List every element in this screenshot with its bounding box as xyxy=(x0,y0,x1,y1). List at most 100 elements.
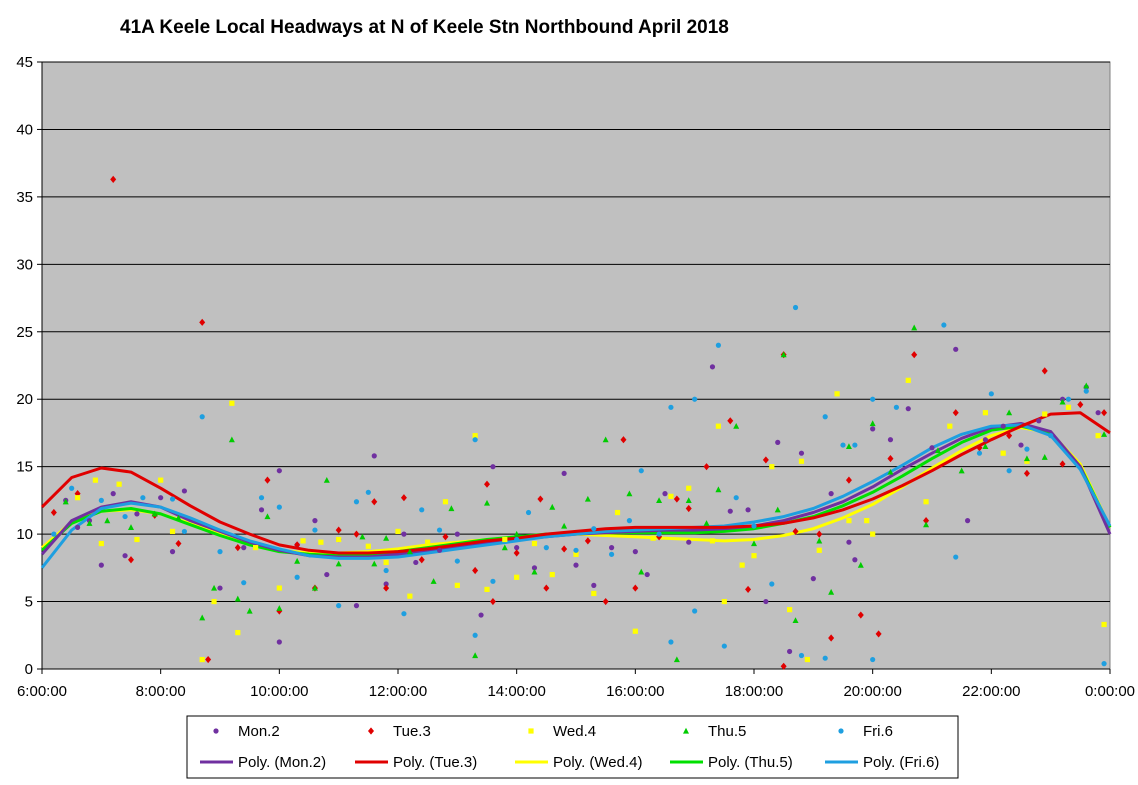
data-point-Fri.6 xyxy=(893,404,900,410)
legend-box xyxy=(186,715,959,779)
data-point-Mon.2 xyxy=(745,507,751,513)
data-point-Wed.4 xyxy=(668,493,674,499)
data-point-Tue.3 xyxy=(110,175,117,183)
data-point-Wed.4 xyxy=(425,539,431,545)
data-point-Wed.4 xyxy=(549,571,555,578)
data-point-Tue.3 xyxy=(234,544,241,552)
data-point-Fri.6 xyxy=(276,504,282,510)
data-point-Tue.3 xyxy=(205,655,212,664)
data-point-Tue.3 xyxy=(276,607,283,615)
data-point-Thu.5 xyxy=(228,436,235,443)
data-point-Mon.2 xyxy=(75,524,81,530)
data-point-Fri.6 xyxy=(98,497,104,503)
trendline-2 xyxy=(40,411,1111,555)
data-point-Tue.3 xyxy=(620,436,627,444)
data-point-Mon.2 xyxy=(905,406,911,412)
data-point-Mon.2 xyxy=(258,507,265,513)
data-point-Tue.3 xyxy=(816,530,823,538)
data-point-Thu.5 xyxy=(276,605,283,611)
data-point-Thu.5 xyxy=(335,560,342,567)
data-point-Fri.6 xyxy=(199,414,205,420)
data-point-Tue.3 xyxy=(911,351,918,359)
data-point-Wed.4 xyxy=(905,377,911,383)
data-point-Mon.2 xyxy=(134,511,140,517)
data-point-Mon.2 xyxy=(1000,423,1006,429)
data-point-Tue.3 xyxy=(780,662,787,670)
data-point-Wed.4 xyxy=(98,540,104,547)
legend-trend-label-2: Poly. (Tue.3) xyxy=(393,754,477,771)
data-point-Mon.2 xyxy=(490,464,496,470)
plot-area xyxy=(41,61,1111,670)
data-point-Thu.5 xyxy=(175,514,182,521)
x-tick-label: 8:00:00 xyxy=(136,683,186,700)
data-point-Thu.5 xyxy=(211,584,218,591)
data-point-Tue.3 xyxy=(762,456,769,464)
data-point-Fri.6 xyxy=(401,611,407,617)
data-point-Thu.5 xyxy=(1006,409,1013,416)
data-point-Fri.6 xyxy=(336,603,342,609)
data-point-Fri.6 xyxy=(953,554,959,560)
data-point-Thu.5 xyxy=(549,503,556,510)
data-point-Thu.5 xyxy=(1101,431,1108,437)
data-point-Mon.2 xyxy=(591,582,597,588)
data-point-Tue.3 xyxy=(383,584,390,592)
data-point-Thu.5 xyxy=(430,578,437,584)
data-point-Thu.5 xyxy=(1023,455,1030,462)
data-point-Wed.4 xyxy=(92,477,98,483)
data-point-Mon.2 xyxy=(573,562,579,568)
data-point-Thu.5 xyxy=(104,517,111,524)
data-point-Mon.2 xyxy=(709,364,716,370)
data-point-Mon.2 xyxy=(775,439,781,445)
data-point-Wed.4 xyxy=(982,410,988,416)
data-point-Mon.2 xyxy=(122,553,128,559)
data-point-Thu.5 xyxy=(199,614,206,621)
legend-trend-label-1: Poly. (Mon.2) xyxy=(238,754,326,771)
data-point-Wed.4 xyxy=(407,593,413,599)
chart-title: 41A Keele Local Headways at N of Keele S… xyxy=(120,17,729,38)
data-point-Fri.6 xyxy=(241,580,247,586)
data-point-Fri.6 xyxy=(591,526,597,532)
y-tick-label: 45 xyxy=(16,54,33,71)
data-point-Mon.2 xyxy=(353,603,360,609)
data-point-Wed.4 xyxy=(614,509,621,516)
data-point-Fri.6 xyxy=(1083,388,1089,394)
data-point-Fri.6 xyxy=(525,509,532,516)
data-point-Thu.5 xyxy=(234,595,241,602)
data-point-Tue.3 xyxy=(703,463,710,471)
data-point-Mon.2 xyxy=(887,437,894,443)
data-point-Wed.4 xyxy=(1024,458,1030,464)
data-point-Fri.6 xyxy=(638,468,644,474)
data-point-Mon.2 xyxy=(727,508,733,514)
data-point-Mon.2 xyxy=(371,453,377,459)
data-point-Mon.2 xyxy=(436,547,443,553)
data-point-Wed.4 xyxy=(709,538,716,544)
data-point-Tue.3 xyxy=(74,490,81,498)
data-point-Tue.3 xyxy=(1023,469,1030,478)
data-point-Thu.5 xyxy=(751,540,757,547)
data-point-Fri.6 xyxy=(668,639,674,645)
data-point-Fri.6 xyxy=(840,442,846,448)
data-point-Fri.6 xyxy=(217,549,223,555)
data-point-Wed.4 xyxy=(514,574,520,580)
data-point-Thu.5 xyxy=(359,533,366,540)
data-point-Tue.3 xyxy=(602,597,609,606)
data-point-Wed.4 xyxy=(591,590,597,597)
data-point-Mon.2 xyxy=(561,470,567,477)
data-point-Wed.4 xyxy=(739,562,745,568)
data-point-Thu.5 xyxy=(685,497,692,503)
data-point-Wed.4 xyxy=(751,553,757,559)
data-point-Thu.5 xyxy=(264,513,271,520)
axes: 0 5 10 15 20 25 30 35 40 45 6:00:00 8:00:00 10:00:00… xyxy=(16,54,1135,700)
data-point-Thu.5 xyxy=(246,607,253,614)
data-point-Mon.2 xyxy=(846,539,852,545)
y-tick-label: 0 xyxy=(25,661,33,678)
data-point-Fri.6 xyxy=(490,578,496,584)
data-point-Thu.5 xyxy=(934,447,941,454)
data-point-Fri.6 xyxy=(454,558,460,564)
data-point-Tue.3 xyxy=(371,498,378,506)
data-point-Tue.3 xyxy=(472,566,479,575)
data-point-Tue.3 xyxy=(294,541,301,549)
legend-marker-3 xyxy=(528,728,534,734)
data-point-Wed.4 xyxy=(787,607,793,613)
data-point-Thu.5 xyxy=(513,530,520,537)
